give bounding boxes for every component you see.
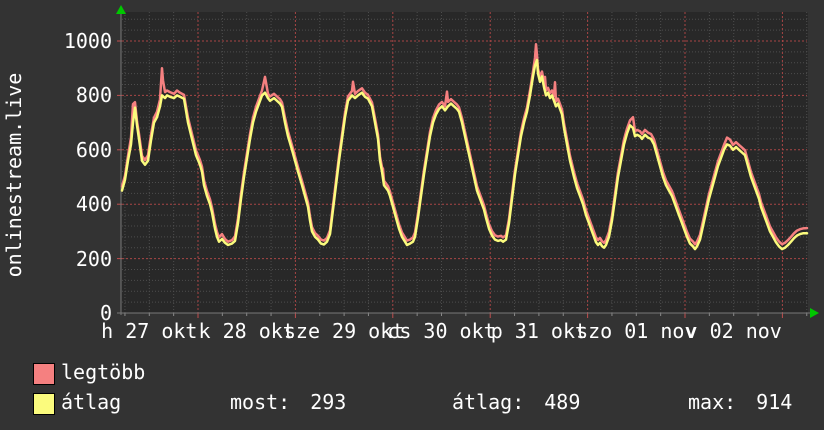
y-tick-label: 1000 [63, 29, 112, 53]
x-axis-arrow-icon [810, 308, 819, 318]
x-tick-label: v 02 nov [685, 319, 782, 343]
y-tick-label: 800 [75, 83, 112, 108]
x-tick-label: k 28 okt [198, 319, 295, 343]
stat-atlag: átlag: 489 [452, 391, 580, 414]
y-tick-label: 0 [99, 301, 112, 325]
y-axis-arrow-icon [116, 5, 126, 14]
stat-max-label: max: [688, 390, 737, 414]
stat-max-value: 914 [756, 390, 793, 414]
legend-swatch-atlag [33, 393, 55, 415]
stat-atlag-label: átlag: [452, 390, 525, 414]
plot-area [121, 12, 808, 313]
x-tick-label: sze 29 okt [283, 319, 405, 343]
x-tick-label: p 31 okt [490, 319, 588, 343]
legend-swatch-legtobb [33, 363, 55, 385]
stat-atlag-value: 489 [544, 390, 581, 414]
stat-most-label: most: [230, 390, 291, 414]
series-line-átlag [120, 58, 809, 251]
x-tick-label: h 27 okt [101, 319, 198, 343]
stat-most-value: 293 [310, 390, 347, 414]
y-tick-label: 600 [75, 137, 112, 162]
legend-label-legtobb: legtöbb [61, 360, 146, 384]
x-tick-label: cs 30 okt [387, 319, 496, 343]
y-tick-label: 200 [75, 246, 112, 271]
stat-max: max: 914 [688, 391, 792, 414]
stat-most: most: 293 [230, 391, 346, 414]
legend-label-atlag: átlag [61, 390, 122, 414]
y-tick-label: 400 [75, 192, 112, 217]
x-tick-label: szo 01 nov [576, 319, 697, 343]
